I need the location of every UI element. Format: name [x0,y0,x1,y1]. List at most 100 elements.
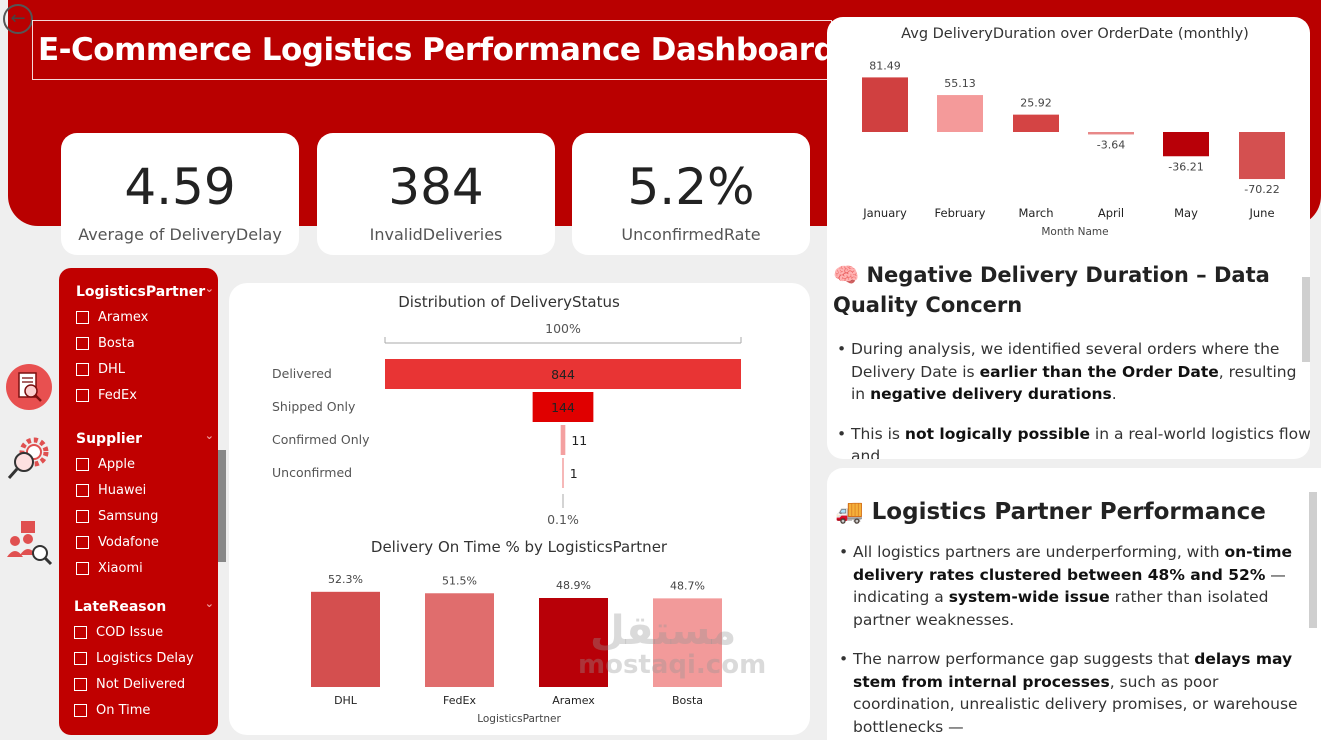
back-arrow-icon[interactable]: ← [3,4,33,34]
people-search-icon[interactable] [4,517,54,567]
funnel-chart-title: Distribution of DeliveryStatus [398,293,620,311]
funnel-bar[interactable] [532,392,594,422]
ontime-category-label: Aramex [552,694,595,707]
funnel-category-label: Unconfirmed [272,465,352,480]
slicer-option[interactable]: Vodafone [59,529,218,555]
ontime-data-label: 52.3% [328,573,363,586]
slicer-scrollbar[interactable] [218,450,226,562]
note-bullet: During analysis, we identified several o… [833,338,1310,406]
slicer-option[interactable]: On Time [59,697,218,723]
checkbox-icon[interactable] [76,457,89,471]
slicer-option[interactable]: COD Issue [59,619,218,645]
funnel-bar[interactable] [562,458,564,488]
checkbox-icon[interactable] [74,651,87,665]
slicer-title[interactable]: Supplier ⌄ [59,429,218,451]
kpi-label: Average of DeliveryDelay [78,225,282,244]
note-title-text: Negative Delivery Duration – Data Qualit… [833,263,1270,317]
slicer-title-label: LateReason [74,599,167,615]
funnel-bar[interactable] [385,359,741,389]
slicer-option-label: Apple [98,456,136,472]
checkbox-icon[interactable] [76,483,89,497]
kpi-label: InvalidDeliveries [369,225,503,244]
truck-icon: 🚚 [835,499,864,525]
monthly-data-label: 81.49 [869,59,901,72]
kpi-value: 384 [388,158,484,216]
note-scrollbar[interactable] [1302,277,1310,362]
ontime-bar[interactable] [539,598,608,687]
report-icon[interactable] [4,362,54,412]
monthly-bar[interactable] [1239,132,1285,180]
slicer-option-label: Xiaomi [98,560,143,576]
kpi-card-delivery-delay: 4.59 Average of DeliveryDelay [61,133,299,255]
ontime-category-label: Bosta [672,694,703,707]
slicer-option[interactable]: Logistics Delay [59,645,218,671]
checkbox-icon[interactable] [76,388,89,402]
note-title: 🚚 Logistics Partner Performance [835,497,1315,527]
note-body: During analysis, we identified several o… [833,338,1310,459]
monthly-bar[interactable] [937,95,983,132]
checkbox-icon[interactable] [76,561,89,575]
monthly-bar[interactable] [862,77,908,132]
monthly-chart-canvas: Avg DeliveryDuration over OrderDate (mon… [862,26,1285,238]
slicer-option-label: On Time [96,702,151,718]
ontime-bar[interactable] [425,593,494,687]
gear-search-icon[interactable] [4,432,54,482]
funnel-chart: Delivered 844 Shipped Only 144 Confirmed Onl… [272,359,741,488]
slicer-option[interactable]: Samsung [59,503,218,529]
slicer-option-label: COD Issue [96,624,164,640]
slicer-title[interactable]: LateReason ⌄ [59,597,218,619]
slicer-option[interactable]: Aramex [59,304,218,330]
slicer-option[interactable]: Xiaomi [59,555,218,581]
chevron-down-icon[interactable]: ⌄ [204,282,214,295]
slicer-option[interactable]: Not Delivered [59,671,218,697]
funnel-category-label: Delivered [272,366,332,381]
slicer-option-label: Samsung [98,508,159,524]
ontime-bar[interactable] [311,591,380,687]
slicer-option-label: Aramex [98,309,149,325]
monthly-bar[interactable] [1013,114,1059,132]
monthly-bar-chart: 81.49 January 55.13 February 25.92 March -3.64… [862,59,1285,220]
monthly-data-label: -36.21 [1168,160,1203,173]
slicer-option-label: Bosta [98,335,135,351]
slicer-option-label: Huawei [98,482,147,498]
note-scrollbar[interactable] [1309,492,1317,628]
center-charts-panel: Distribution of DeliveryStatus 100% 0.1%… [229,283,810,735]
monthly-data-label: -3.64 [1097,138,1125,151]
funnel-bar[interactable] [560,425,566,455]
checkbox-icon[interactable] [76,336,89,350]
kpi-card-unconfirmed-rate: 5.2% UnconfirmedRate [572,133,810,255]
ontime-bar[interactable] [653,598,722,687]
slicer-title-label: Supplier [76,431,143,447]
slicer-option[interactable]: Bosta [59,330,218,356]
page-title: E-Commerce Logistics Performance Dashboa… [38,32,836,68]
monthly-bar[interactable] [1163,132,1209,157]
ontime-data-label: 51.5% [442,574,477,587]
checkbox-icon[interactable] [76,310,89,324]
kpi-value: 5.2% [627,158,755,216]
checkbox-icon[interactable] [76,509,89,523]
right-bottom-panel: 🚚 Logistics Partner Performance All logi… [827,468,1321,740]
slicer-option[interactable]: FedEx [59,382,218,408]
checkbox-icon[interactable] [74,703,87,717]
checkbox-icon[interactable] [74,677,87,691]
slicer-option[interactable]: Huawei [59,477,218,503]
note-bullet: The narrow performance gap suggests that… [835,648,1305,738]
checkbox-icon[interactable] [76,535,89,549]
funnel-top-label: 100% [545,321,581,336]
slicer-title[interactable]: LogisticsPartner ⌄ [59,282,218,304]
monthly-category-label: March [1018,206,1053,220]
funnel-value-label: 11 [571,433,587,448]
partner-performance-note: 🚚 Logistics Partner Performance All logi… [835,497,1315,740]
slicer-option[interactable]: Apple [59,451,218,477]
chevron-down-icon[interactable]: ⌄ [204,597,214,610]
chevron-down-icon[interactable]: ⌄ [204,429,214,442]
checkbox-icon[interactable] [74,625,87,639]
slicer-late-reason: LateReason ⌄ COD Issue Logistics Delay No… [59,597,218,723]
monthly-data-label: 25.92 [1020,97,1052,110]
slicer-option-label: FedEx [98,387,137,403]
note-body: All logistics partners are underperformi… [835,541,1305,738]
checkbox-icon[interactable] [76,362,89,376]
slicer-option-label: Vodafone [98,534,159,550]
slicer-option[interactable]: DHL [59,356,218,382]
monthly-bar[interactable] [1088,132,1134,135]
